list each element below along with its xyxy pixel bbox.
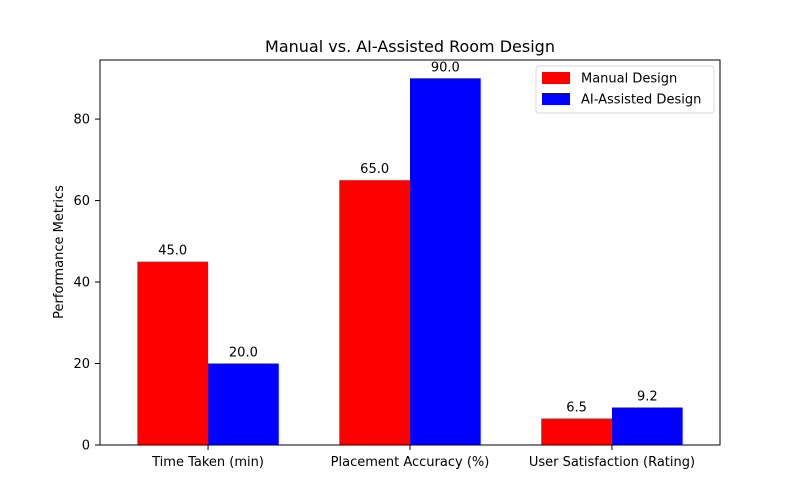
legend-label: Manual Design (581, 72, 677, 87)
bar-ai-assisted-design-2 (611, 407, 683, 445)
bar-ai-assisted-design-0 (208, 363, 279, 445)
legend-swatch-ai-assisted-design (542, 93, 570, 105)
legend: Manual Design AI-Assisted Design (535, 65, 715, 114)
y-tick-label: 20 (73, 357, 90, 372)
data-label: 65.0 (360, 162, 389, 177)
y-tick-label: 80 (73, 113, 90, 128)
x-tick-label: User Satisfaction (Rating) (529, 455, 695, 470)
legend-box (535, 65, 715, 114)
bar-manual-design-0 (137, 261, 209, 445)
y-tick-label: 40 (73, 276, 90, 291)
legend-swatch-manual-design (542, 72, 570, 84)
y-tick-label: 0 (82, 439, 90, 454)
y-tick-label: 60 (73, 194, 90, 209)
x-tick-label: Placement Accuracy (%) (331, 455, 490, 470)
bar-manual-design-1 (339, 180, 410, 445)
legend-label: AI-Assisted Design (581, 93, 701, 108)
y-axis-label: Performance Metrics (52, 185, 67, 319)
chart-title: Manual vs. AI-Assisted Room Design (265, 37, 555, 56)
bar-ai-assisted-design-1 (410, 78, 481, 445)
data-label: 9.2 (637, 390, 658, 405)
x-tick-label: Time Taken (min) (151, 455, 264, 470)
plot-area: 45.0 65.0 6.5 20.0 90.0 9.2 0 20 40 60 80 Time Take… (73, 59, 721, 470)
bar-manual-design-2 (541, 418, 612, 445)
data-label: 6.5 (566, 401, 587, 416)
data-label: 45.0 (158, 244, 187, 259)
data-label: 90.0 (431, 60, 460, 75)
data-label: 20.0 (229, 346, 258, 361)
